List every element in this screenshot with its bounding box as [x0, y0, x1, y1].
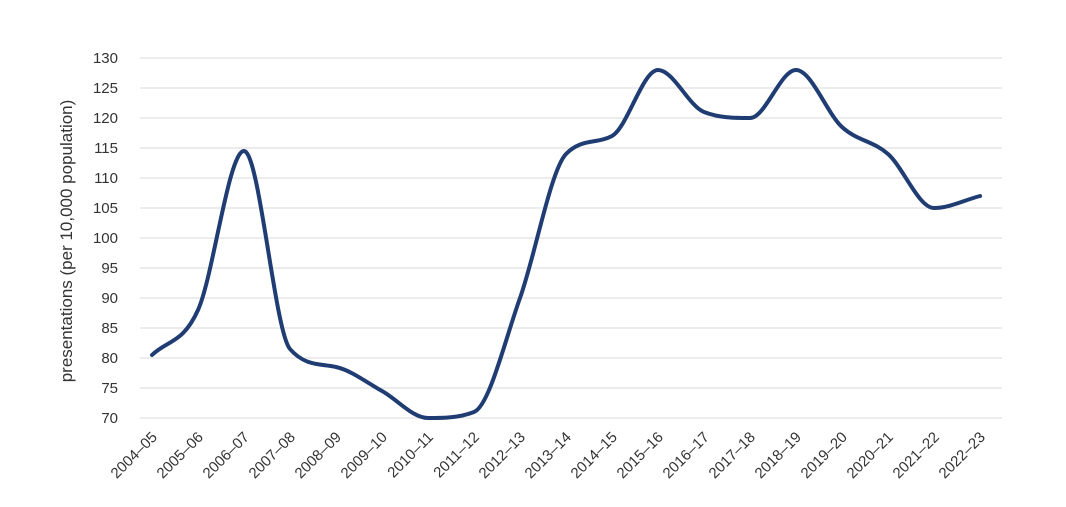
x-tick-label: 2020–21 — [844, 429, 897, 482]
x-tick-label: 2014–15 — [568, 429, 621, 482]
series-line — [150, 68, 982, 420]
y-tick-label: 75 — [101, 380, 118, 397]
y-tick-label: 120 — [93, 110, 118, 127]
x-tick-label: 2016–17 — [660, 429, 713, 482]
x-tick-label: 2012–13 — [476, 429, 529, 482]
y-tick-label: 90 — [101, 290, 118, 307]
y-tick-label: 125 — [93, 80, 118, 97]
x-tick-label: 2004–05 — [108, 429, 161, 482]
x-tick-label: 2011–12 — [430, 429, 483, 482]
x-tick-label: 2019–20 — [798, 429, 851, 482]
x-tick-label: 2006–07 — [200, 429, 253, 482]
series-layer — [150, 68, 982, 420]
x-tick-label: 2010–11 — [384, 429, 437, 482]
y-tick-label: 95 — [101, 260, 118, 277]
x-tick-label: 2022–23 — [936, 429, 989, 482]
y-axis-label: presentations (per 10,000 population) — [57, 100, 76, 383]
y-tick-label: 100 — [93, 230, 118, 247]
y-tick-label: 85 — [101, 320, 118, 337]
x-tick-label: 2018–19 — [752, 429, 805, 482]
y-tick-label: 70 — [101, 410, 118, 427]
x-tick-label: 2017–18 — [706, 429, 759, 482]
x-tick-label: 2021–22 — [890, 429, 943, 482]
y-axis-ticks: 70 75 80 85 90 95 100 105 110 115 120 125 130 — [93, 50, 118, 427]
x-tick-label: 2005–06 — [154, 429, 207, 482]
y-tick-label: 80 — [101, 350, 118, 367]
y-tick-label: 105 — [93, 200, 118, 217]
x-axis-ticks: 2004–052005–062006–072007–082008–092009–… — [108, 429, 989, 482]
x-tick-label: 2015–16 — [614, 429, 667, 482]
y-tick-label: 130 — [93, 50, 118, 67]
x-tick-label: 2008–09 — [292, 429, 345, 482]
y-tick-label: 115 — [94, 140, 118, 157]
x-tick-label: 2013–14 — [522, 429, 575, 482]
x-tick-label: 2009–10 — [338, 429, 391, 482]
gridlines — [140, 57, 1002, 419]
x-tick-label: 2007–08 — [246, 429, 299, 482]
y-tick-label: 110 — [94, 170, 118, 187]
